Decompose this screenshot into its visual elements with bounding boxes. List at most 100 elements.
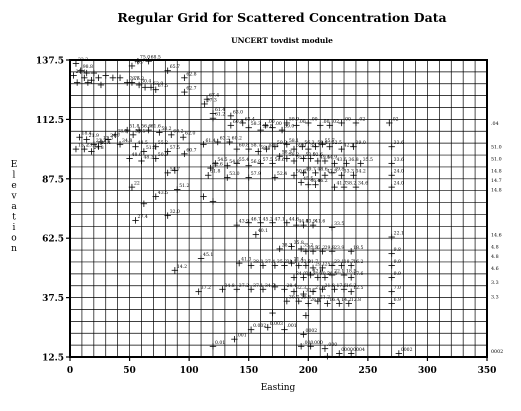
data-point [288,259,295,267]
data-label: 60.8 [239,143,249,149]
data-point [305,145,312,153]
data-point [297,179,305,186]
data-point [302,248,310,255]
data-point [247,262,255,269]
data-label: 34.0 [296,271,306,277]
data-point [224,162,231,169]
data-label: 24.0 [394,181,404,187]
data-label: 58.7 [251,143,261,149]
data-point [281,326,288,333]
data-label: 33.6 [394,140,404,146]
data-point [90,69,98,77]
data-point [290,145,298,153]
y-axis-title-letter: n [11,244,17,254]
data-point [264,324,271,331]
y-tick-label: 137.5 [36,57,64,67]
data-point [164,212,171,219]
data-label: 63.2 [220,135,230,141]
data-label: 12.5 [353,285,363,291]
data-point [340,286,348,293]
data-label: 12.8 [351,297,361,303]
data-label: 30.4 [141,78,151,84]
data-point [328,262,336,269]
data-label: .02 [391,116,398,122]
data-label: 50.3 [158,152,168,158]
data-point [174,186,181,193]
data-label: 14.2 [177,264,187,270]
data-point [201,100,208,108]
data-point [72,60,80,67]
data-point [207,164,214,172]
x-axis-title: Easting [261,383,296,393]
data-point [97,81,105,89]
data-label: 16.2 [346,283,356,289]
right-edge-label: 14.8 [491,168,502,174]
data-label: .00 [344,116,351,122]
data-point [271,283,279,291]
data-point [152,155,159,162]
data-label: .000 [327,342,337,348]
data-point [181,88,188,96]
data-point [255,148,262,155]
y-axis-title-letter: v [10,192,17,202]
data-label: 78.7 [129,76,139,82]
data-point [84,79,92,86]
data-label: 46.2 [317,178,327,184]
data-point [168,131,175,139]
data-label: 41.3 [241,257,251,263]
data-point [171,167,179,174]
data-label: 48.6 [317,166,327,172]
data-label: 52.5 [332,140,342,146]
data-point [388,143,395,150]
data-label: 59.0 [296,143,306,149]
data-label: 56.6 [275,157,285,163]
data-label: 0000 [341,347,353,353]
data-point [247,326,255,333]
x-tick-label: 300 [418,366,437,376]
data-label: .000 [303,340,313,346]
data-label: 21.9 [89,133,99,139]
y-tick-label: 12.5 [42,354,64,364]
data-point [326,143,333,150]
y-tick-label: 62.5 [42,235,64,245]
data-point [336,350,343,357]
data-point [388,300,395,307]
data-point [319,286,326,293]
data-point [116,74,124,82]
data-point [171,267,179,274]
data-point [283,141,291,148]
data-label: .02 [332,119,339,125]
data-point [388,274,395,281]
data-label: 53.0 [306,152,316,158]
data-label: 51.8 [129,124,139,130]
data-point [138,157,145,165]
data-label: 15.7 [78,143,88,149]
data-point [97,138,105,146]
data-point [305,181,312,188]
data-point [235,259,243,267]
data-point [336,300,343,307]
data-label: 34.3 [306,271,316,277]
data-point [123,126,131,134]
right-edge-label: 4.8 [491,254,499,260]
data-point [81,145,88,153]
data-label: 67.3 [207,97,217,103]
data-point [300,274,307,281]
data-point [179,134,187,141]
data-point [314,297,322,305]
data-label: 17.6 [353,271,363,277]
data-label: 55.7 [325,138,335,144]
right-edge-label: 4.8 [491,245,499,251]
data-label: 0.003 [270,321,283,327]
data-point [328,169,336,177]
data-point [145,126,152,134]
data-label: 23.1 [334,259,344,265]
data-label: 56.9 [251,159,261,165]
x-tick-label: 150 [239,366,258,376]
data-point [152,193,159,200]
data-label: 28.4 [286,283,296,289]
data-label: 61.2 [215,112,225,118]
data-point [293,122,300,129]
data-point [76,134,83,141]
data-label: 59.0 [284,124,294,130]
